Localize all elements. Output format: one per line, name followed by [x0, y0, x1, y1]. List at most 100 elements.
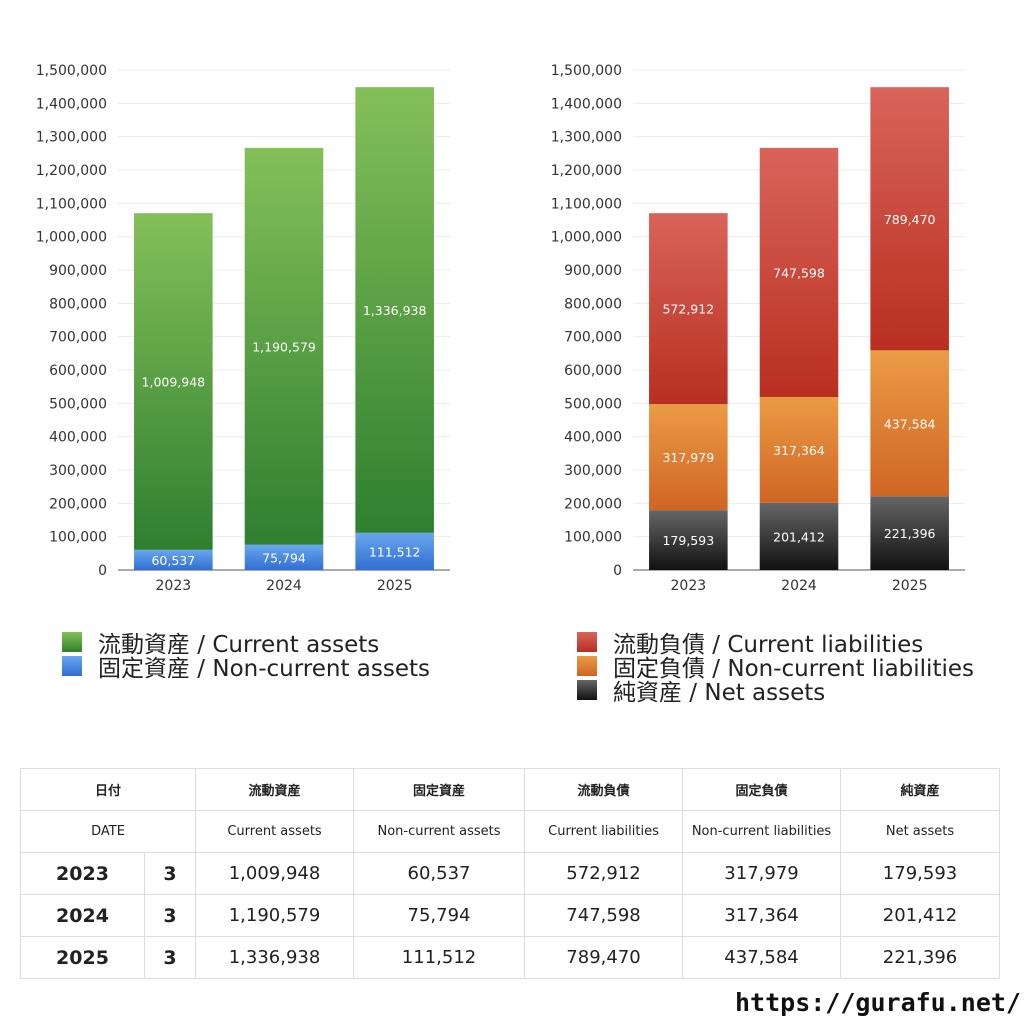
y-tick-label: 300,000	[564, 463, 622, 479]
y-tick-label: 0	[98, 563, 107, 579]
data-label: 437,584	[884, 416, 936, 431]
assets-legend: 流動資産 / Current assets 固定資産 / Non-current…	[62, 630, 430, 682]
header-noncurrent-assets-en: Non-current assets	[353, 810, 526, 853]
data-label: 747,598	[773, 265, 825, 280]
cell-noncurrent-assets: 75,794	[353, 894, 526, 937]
cell-net-assets: 201,412	[840, 894, 1001, 937]
y-tick-label: 1,100,000	[551, 196, 622, 212]
table-header-en: DATE Current assets Non-current assets C…	[19, 810, 1001, 853]
x-tick-label: 2024	[781, 578, 817, 594]
bar-segment	[649, 213, 728, 405]
bar-segment	[870, 350, 949, 497]
y-tick-label: 500,000	[564, 396, 622, 412]
y-tick-label: 400,000	[564, 430, 622, 446]
legend-swatch	[577, 680, 597, 700]
bar-segment	[244, 544, 324, 570]
cell-month: 3	[143, 852, 197, 895]
y-tick-label: 300,000	[49, 463, 107, 479]
legend-item-noncurrent-assets: 固定資産 / Non-current assets	[62, 654, 430, 682]
financial-table: 日付 流動資産 固定資産 流動負債 固定負債 純資産 DATE Current …	[19, 768, 1001, 979]
data-label: 60,537	[151, 553, 195, 568]
y-tick-label: 1,400,000	[551, 96, 622, 112]
header-current-liabilities-en: Current liabilities	[524, 810, 684, 853]
table-row: 2025 3 1,336,938 111,512 789,470 437,584…	[20, 936, 1001, 979]
y-tick-label: 600,000	[49, 363, 107, 379]
legend-swatch	[62, 632, 82, 652]
legend-label: 純資産 / Net assets	[613, 680, 826, 706]
legend-item-current-liabilities: 流動負債 / Current liabilities	[577, 630, 974, 658]
x-tick-label: 2025	[892, 578, 928, 594]
legend-label: 流動資産 / Current assets	[98, 632, 380, 658]
cell-current-liabilities: 747,598	[524, 894, 684, 937]
bar-segment	[649, 404, 728, 511]
legend-swatch	[577, 656, 597, 676]
x-tick-label: 2024	[266, 578, 302, 594]
site-url: https://gurafu.net/	[735, 988, 1021, 1017]
y-tick-label: 1,200,000	[551, 163, 622, 179]
header-date-en: DATE	[19, 810, 197, 853]
cell-year: 2023	[20, 852, 145, 895]
bar-segment	[134, 549, 213, 570]
cell-year: 2024	[20, 894, 145, 937]
legend-label: 固定負債 / Non-current liabilities	[613, 656, 974, 682]
bar-segment	[870, 87, 949, 351]
y-tick-label: 500,000	[49, 396, 107, 412]
y-tick-label: 100,000	[49, 530, 107, 546]
bar-segment	[134, 213, 213, 550]
table-row: 2024 3 1,190,579 75,794 747,598 317,364 …	[20, 894, 1001, 937]
header-date: 日付	[19, 768, 197, 811]
bar-segment	[759, 147, 839, 398]
table-header-jp: 日付 流動資産 固定資産 流動負債 固定負債 純資産	[19, 768, 1001, 811]
data-label: 179,593	[662, 533, 714, 548]
cell-month: 3	[143, 894, 197, 937]
header-noncurrent-liabilities-en: Non-current liabilities	[682, 810, 842, 853]
header-net-assets-en: Net assets	[840, 810, 1001, 853]
cell-month: 3	[143, 936, 197, 979]
legend-swatch	[577, 632, 597, 652]
cell-noncurrent-liabilities: 317,979	[682, 852, 842, 895]
y-tick-label: 900,000	[564, 263, 622, 279]
cell-noncurrent-assets: 111,512	[353, 936, 526, 979]
cell-net-assets: 179,593	[840, 852, 1001, 895]
y-tick-label: 1,100,000	[36, 196, 107, 212]
cell-noncurrent-liabilities: 437,584	[682, 936, 842, 979]
bar-segment	[649, 510, 728, 570]
bar-segment	[759, 502, 839, 570]
data-label: 75,794	[262, 550, 306, 565]
cell-net-assets: 221,396	[840, 936, 1001, 979]
x-tick-label: 2023	[156, 578, 192, 594]
y-tick-label: 100,000	[564, 530, 622, 546]
header-noncurrent-assets: 固定資産	[353, 768, 526, 811]
y-tick-label: 200,000	[564, 496, 622, 512]
cell-current-liabilities: 572,912	[524, 852, 684, 895]
header-noncurrent-liabilities: 固定負債	[682, 768, 842, 811]
y-tick-label: 1,500,000	[551, 63, 622, 79]
y-tick-label: 900,000	[49, 263, 107, 279]
y-tick-label: 400,000	[49, 430, 107, 446]
assets-chart: 0 100,000 200,000 300,000 400,000 500,000 600,…	[36, 63, 450, 594]
y-tick-label: 1,200,000	[36, 163, 107, 179]
header-current-liabilities: 流動負債	[524, 768, 684, 811]
y-tick-label: 1,300,000	[36, 130, 107, 146]
y-tick-label: 1,000,000	[551, 230, 622, 246]
y-tick-label: 1,000,000	[36, 230, 107, 246]
legend-swatch	[62, 656, 82, 676]
y-tick-label: 200,000	[49, 496, 107, 512]
y-tick-label: 700,000	[564, 330, 622, 346]
data-label: 201,412	[773, 529, 825, 544]
data-label: 789,470	[884, 212, 936, 227]
liabilities-chart: 0 100,000 200,000 300,000 400,000 500,000 600,…	[551, 63, 965, 594]
data-label: 221,396	[884, 526, 936, 541]
legend-item-net-assets: 純資産 / Net assets	[577, 678, 974, 706]
y-tick-label: 1,500,000	[36, 63, 107, 79]
bar-segment	[355, 532, 434, 570]
y-tick-label: 0	[613, 563, 622, 579]
cell-current-assets: 1,190,579	[195, 894, 355, 937]
data-label: 111,512	[369, 544, 421, 559]
x-tick-label: 2023	[671, 578, 707, 594]
data-label: 1,190,579	[252, 339, 316, 354]
bar-segment	[759, 397, 839, 503]
cell-year: 2025	[20, 936, 145, 979]
cell-current-liabilities: 789,470	[524, 936, 684, 979]
cell-current-assets: 1,009,948	[195, 852, 355, 895]
